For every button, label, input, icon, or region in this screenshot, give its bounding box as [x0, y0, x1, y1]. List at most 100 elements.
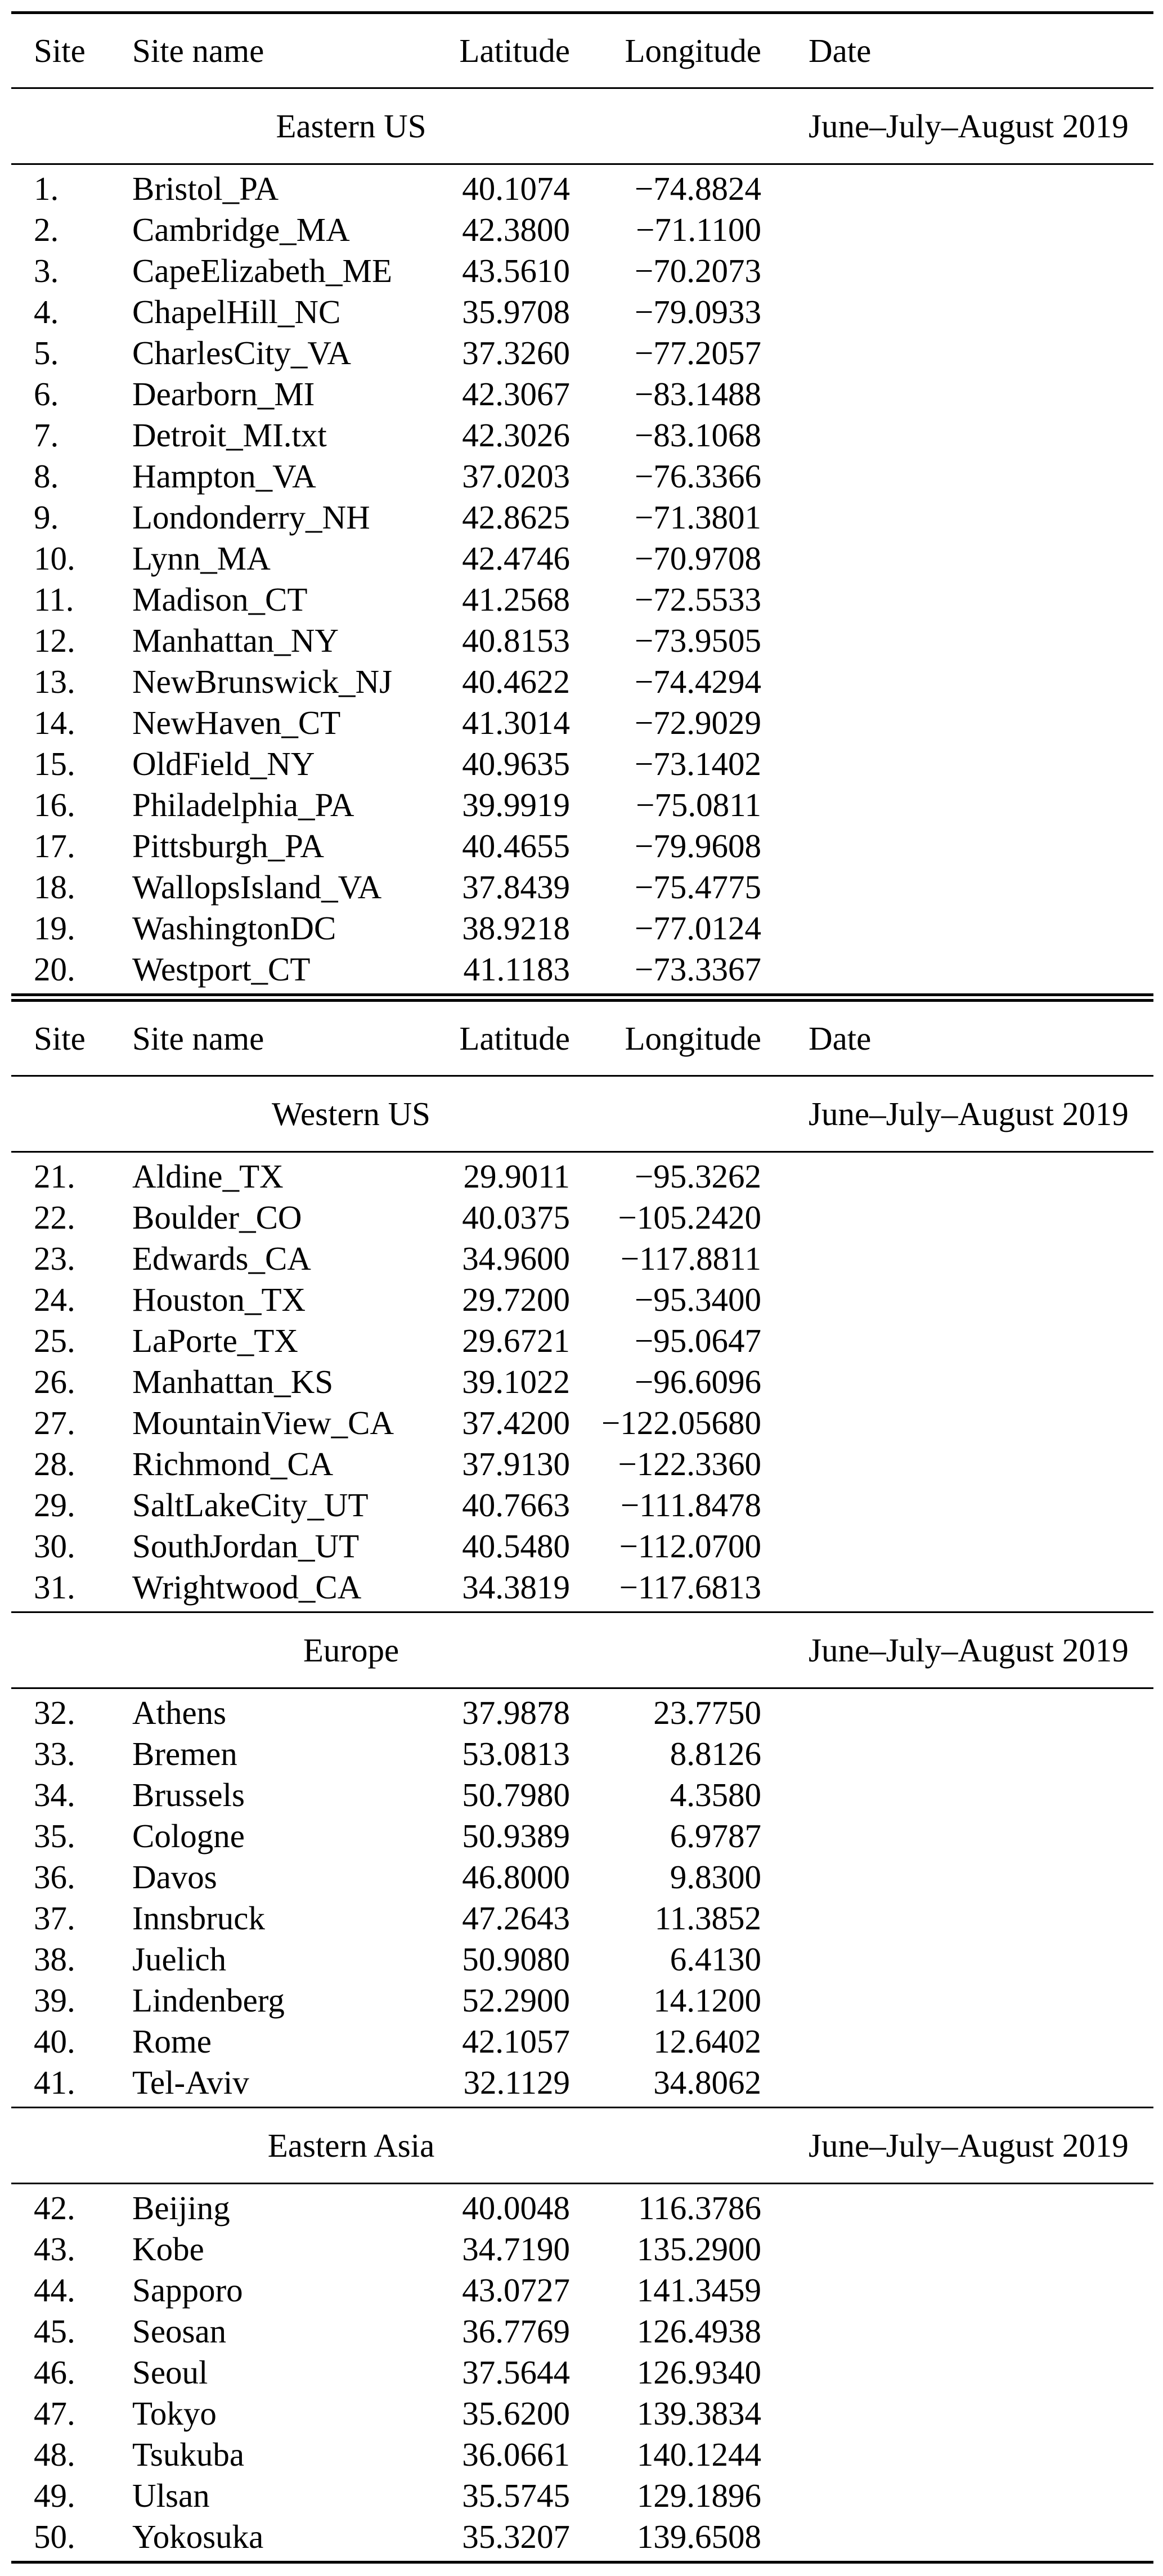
site-number-cell: 35. — [34, 1817, 75, 1854]
site-number-cell: 20. — [34, 951, 75, 988]
site-number-cell: 13. — [34, 663, 75, 700]
site-number-cell: 28. — [34, 1445, 75, 1482]
site-number-cell: 27. — [34, 1404, 75, 1441]
latitude-cell: 37.4200 — [462, 1404, 570, 1441]
longitude-cell: −75.4775 — [634, 868, 761, 906]
table-row: 37. Innsbruck 47.2643 11.3852 — [11, 1898, 1153, 1939]
table-row: 26. Manhattan_KS 39.1022 −96.6096 — [11, 1361, 1153, 1403]
site-number-cell: 44. — [34, 2272, 75, 2309]
section-rows: 42. Beijing 40.0048 116.3786 43. Kobe 34.7190 1… — [11, 2184, 1153, 2561]
latitude-cell: 52.2900 — [462, 1982, 570, 2019]
longitude-cell: −95.3400 — [634, 1281, 761, 1318]
site-number-cell: 23. — [34, 1240, 75, 1277]
column-header-longitude: Longitude — [625, 32, 761, 69]
site-name-cell: Dearborn_MI — [132, 375, 315, 413]
table-row: 33. Bremen 53.0813 8.8126 — [11, 1733, 1153, 1775]
latitude-cell: 37.9130 — [462, 1445, 570, 1482]
table-row: 23. Edwards_CA 34.9600 −117.8811 — [11, 1238, 1153, 1279]
table-row: 40. Rome 42.1057 12.6402 — [11, 2021, 1153, 2062]
site-number-cell: 3. — [34, 252, 59, 289]
longitude-cell: −73.1402 — [634, 745, 761, 782]
column-header-latitude: Latitude — [459, 1020, 570, 1057]
section-rule — [11, 1687, 1153, 1689]
longitude-cell: 11.3852 — [654, 1899, 761, 1937]
site-number-cell: 30. — [34, 1527, 75, 1565]
section-header-row: Eastern Asia June–July–August 2019 — [11, 2108, 1153, 2183]
table-row: 13. NewBrunswick_NJ 40.4622 −74.4294 — [11, 661, 1153, 702]
site-name-cell: Tel-Aviv — [132, 2064, 249, 2101]
site-number-cell: 47. — [34, 2395, 75, 2432]
site-number-cell: 41. — [34, 2064, 75, 2101]
longitude-cell: −111.8478 — [620, 1486, 761, 1524]
table-row: 34. Brussels 50.7980 4.3580 — [11, 1775, 1153, 1816]
latitude-cell: 37.0203 — [462, 458, 570, 495]
section-rows: 1. Bristol_PA 40.1074 −74.8824 2. Cambridge_M… — [11, 165, 1153, 993]
site-name-cell: Brussels — [132, 1776, 245, 1813]
longitude-cell: −122.05680 — [601, 1404, 761, 1441]
site-number-cell: 40. — [34, 2023, 75, 2060]
site-name-cell: Bremen — [132, 1735, 237, 1772]
table-row: 14. NewHaven_CT 41.3014 −72.9029 — [11, 702, 1153, 743]
site-name-cell: Madison_CT — [132, 581, 308, 618]
table-row: 2. Cambridge_MA 42.3800 −71.1100 — [11, 209, 1153, 250]
latitude-cell: 37.3260 — [462, 334, 570, 371]
table-row: 22. Boulder_CO 40.0375 −105.2420 — [11, 1197, 1153, 1238]
latitude-cell: 53.0813 — [462, 1735, 570, 1772]
longitude-cell: −77.0124 — [634, 910, 761, 947]
block-top-rule — [11, 11, 1153, 14]
site-name-cell: Edwards_CA — [132, 1240, 311, 1277]
region-label: Europe — [303, 1632, 399, 1669]
section-rule — [11, 163, 1153, 165]
latitude-cell: 41.3014 — [462, 704, 570, 741]
longitude-cell: 14.1200 — [653, 1982, 761, 2019]
table-row: 12. Manhattan_NY 40.8153 −73.9505 — [11, 620, 1153, 661]
table-row: 6. Dearborn_MI 42.3067 −83.1488 — [11, 374, 1153, 415]
table-header-row: Site Site name Latitude Longitude Date — [11, 1002, 1153, 1075]
table-header-row: Site Site name Latitude Longitude Date — [11, 14, 1153, 87]
latitude-cell: 37.5644 — [462, 2354, 570, 2391]
table-row: 47. Tokyo 35.6200 139.3834 — [11, 2393, 1153, 2434]
longitude-cell: −74.8824 — [634, 170, 761, 207]
site-name-cell: Cologne — [132, 1817, 245, 1854]
site-number-cell: 17. — [34, 827, 75, 864]
table-row: 29. SaltLakeCity_UT 40.7663 −111.8478 — [11, 1485, 1153, 1526]
longitude-cell: −74.4294 — [634, 663, 761, 700]
longitude-cell: 9.8300 — [670, 1858, 761, 1896]
table-row: 9. Londonderry_NH 42.8625 −71.3801 — [11, 497, 1153, 538]
column-header-date: Date — [809, 1020, 872, 1057]
table-row: 30. SouthJordan_UT 40.5480 −112.0700 — [11, 1526, 1153, 1567]
site-number-cell: 19. — [34, 910, 75, 947]
site-name-cell: Ulsan — [132, 2477, 210, 2514]
latitude-cell: 37.9878 — [462, 1694, 570, 1731]
table-row: 31. Wrightwood_CA 34.3819 −117.6813 — [11, 1567, 1153, 1608]
table-row: 43. Kobe 34.7190 135.2900 — [11, 2229, 1153, 2270]
site-number-cell: 34. — [34, 1776, 75, 1813]
longitude-cell: 116.3786 — [637, 2189, 761, 2226]
section-header-row: Western US June–July–August 2019 — [11, 1077, 1153, 1151]
site-name-cell: Tsukuba — [132, 2436, 245, 2473]
latitude-cell: 40.0375 — [462, 1199, 570, 1236]
latitude-cell: 40.1074 — [462, 170, 570, 207]
column-header-date: Date — [809, 32, 872, 69]
latitude-cell: 47.2643 — [462, 1899, 570, 1937]
site-number-cell: 49. — [34, 2477, 75, 2514]
site-number-cell: 43. — [34, 2230, 75, 2268]
latitude-cell: 41.1183 — [463, 951, 570, 988]
longitude-cell: 135.2900 — [636, 2230, 761, 2268]
table-row: 35. Cologne 50.9389 6.9787 — [11, 1816, 1153, 1857]
latitude-cell: 42.3800 — [462, 211, 570, 248]
longitude-cell: −70.2073 — [634, 252, 761, 289]
latitude-cell: 35.6200 — [462, 2395, 570, 2432]
section-date-label: June–July–August 2019 — [809, 107, 1129, 145]
latitude-cell: 29.9011 — [463, 1158, 570, 1195]
site-name-cell: Seoul — [132, 2354, 208, 2391]
section-header-row: Eastern US June–July–August 2019 — [11, 89, 1153, 163]
section-date-label: June–July–August 2019 — [809, 1632, 1129, 1669]
longitude-cell: −70.9708 — [634, 540, 761, 577]
table-row: 48. Tsukuba 36.0661 140.1244 — [11, 2434, 1153, 2475]
longitude-cell: −96.6096 — [634, 1363, 761, 1400]
header-divider-rule — [11, 87, 1153, 89]
site-name-cell: Aldine_TX — [132, 1158, 284, 1195]
longitude-cell: −117.8811 — [620, 1240, 761, 1277]
longitude-cell: −79.9608 — [634, 827, 761, 864]
